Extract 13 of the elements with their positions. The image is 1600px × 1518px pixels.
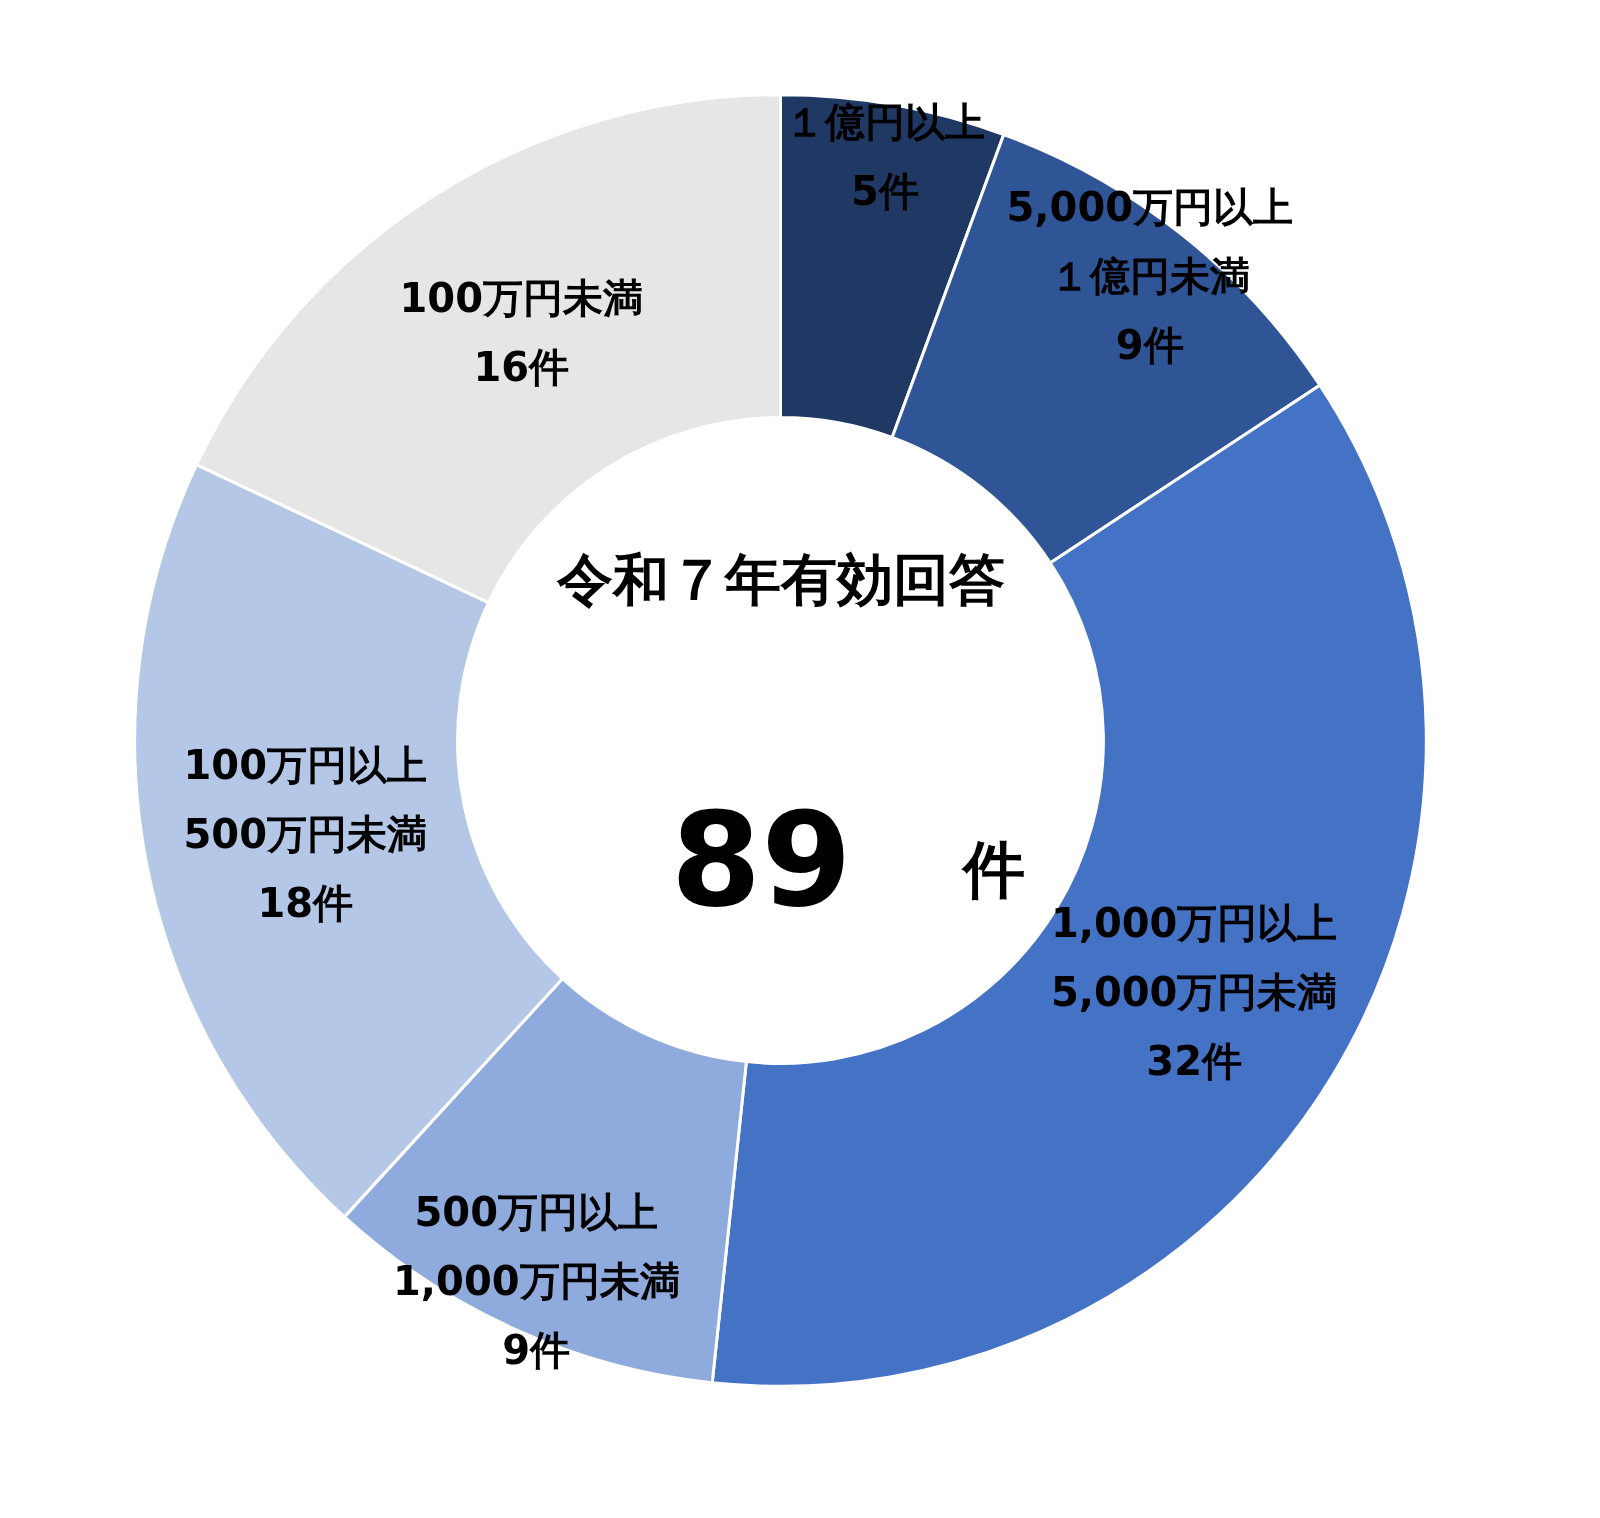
data-label: 5件: [850, 168, 919, 215]
data-label: 9件: [502, 1327, 571, 1374]
slice-label: 1,000万円以上5,000万円未満: [1050, 900, 1338, 1016]
text: 89: [670, 783, 852, 936]
text: 令和７年有効回答: [555, 546, 1005, 612]
data-label: 32件: [1146, 1038, 1243, 1085]
slice-label: 500万円以上1,000万円未満: [393, 1189, 680, 1305]
data-label: 18件: [257, 879, 354, 926]
data-label: 16件: [473, 343, 570, 390]
text: 件: [960, 832, 1025, 906]
slice-label: 100万円以上500万円未満: [183, 741, 427, 857]
slice-label: 100万円未満: [399, 274, 643, 321]
data-label: 9件: [1115, 321, 1184, 368]
